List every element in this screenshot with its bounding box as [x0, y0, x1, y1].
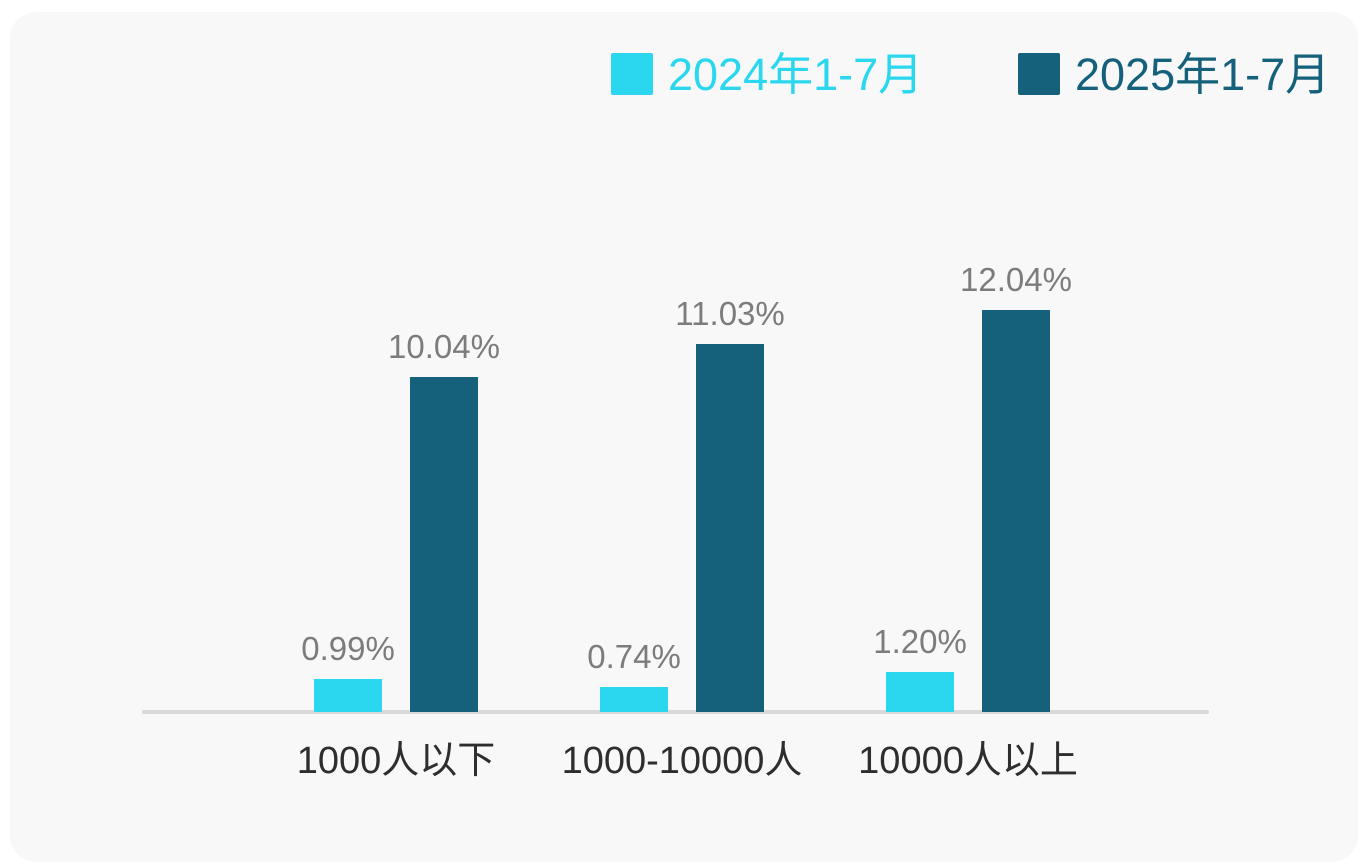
value-label: 11.03%	[675, 294, 785, 332]
legend-label: 2024年1-7月	[668, 48, 924, 100]
bar-group: 0.99% 10.04%	[301, 328, 500, 712]
bar-group: 1.20% 12.04%	[873, 261, 1072, 712]
bar-column: 0.74%	[587, 638, 681, 712]
legend-label: 2025年1-7月	[1075, 48, 1331, 100]
bar	[600, 687, 668, 712]
bar-column: 0.99%	[301, 630, 395, 712]
value-label: 0.99%	[301, 629, 395, 667]
bar-column: 12.04%	[960, 261, 1072, 712]
bar-group: 0.74% 11.03%	[587, 295, 785, 712]
category-row: 1000人以下 1000-10000人 10000人以上	[296, 738, 1078, 786]
legend-item-2024[interactable]: 2024年1-7月	[611, 48, 924, 100]
legend-swatch	[611, 53, 653, 95]
bar-column: 11.03%	[675, 295, 785, 712]
legend-swatch	[1018, 53, 1060, 95]
bar-column: 1.20%	[873, 623, 967, 712]
bar	[982, 310, 1050, 712]
bar	[314, 679, 382, 712]
category-label: 1000人以下	[296, 740, 496, 782]
legend-item-2025[interactable]: 2025年1-7月	[1018, 48, 1331, 100]
bar	[410, 377, 478, 712]
category-label: 10000人以上	[858, 740, 1078, 782]
x-axis-line	[142, 710, 1209, 714]
category-label: 1000-10000人	[561, 740, 803, 782]
chart-card: 2024年1-7月 2025年1-7月 0.99% 10.04% 0.74% 11.0…	[10, 12, 1358, 862]
value-label: 1.20%	[873, 622, 967, 660]
value-label: 10.04%	[388, 327, 500, 365]
value-label: 12.04%	[960, 260, 1072, 298]
value-label: 0.74%	[587, 637, 681, 675]
bar	[886, 672, 954, 712]
bar-column: 10.04%	[388, 328, 500, 712]
bars-row: 0.99% 10.04% 0.74% 11.03% 1.20% 12.04%	[301, 261, 1072, 712]
bar	[696, 344, 764, 712]
